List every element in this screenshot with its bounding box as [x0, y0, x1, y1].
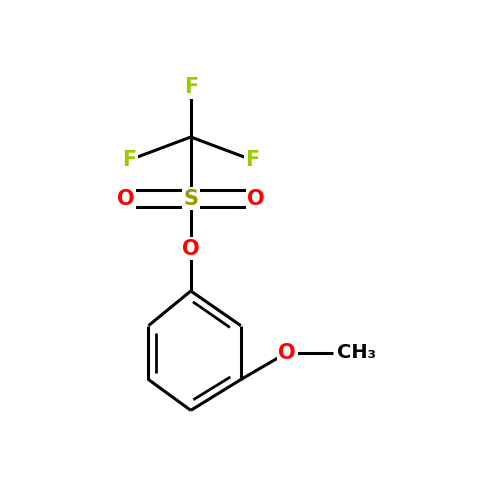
- Text: F: F: [246, 150, 260, 170]
- Text: O: O: [278, 342, 296, 362]
- Text: S: S: [184, 188, 198, 208]
- Text: O: O: [248, 188, 265, 208]
- Text: O: O: [116, 188, 134, 208]
- Text: CH₃: CH₃: [337, 343, 376, 362]
- Text: F: F: [184, 77, 198, 97]
- Text: F: F: [122, 150, 136, 170]
- Text: O: O: [182, 238, 200, 258]
